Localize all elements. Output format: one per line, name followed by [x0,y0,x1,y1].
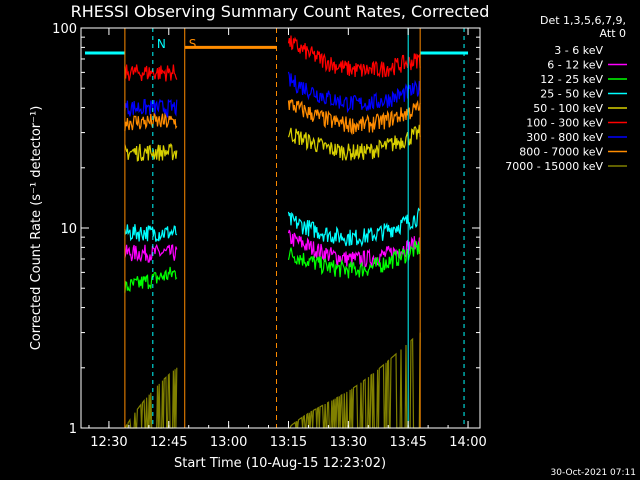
chart-title: RHESSI Observing Summary Count Rates, Co… [71,2,490,21]
x-tick-label: 14:00 [449,435,486,450]
legend-label: 300 - 800 keV [526,131,603,144]
series-line [287,35,421,78]
x-tick-label: 12:45 [150,435,187,450]
series-line [124,202,178,222]
legend-label: 12 - 25 keV [540,73,603,86]
legend-header-line2: Att 0 [600,27,626,40]
legend: Det 1,3,5,6,7,9, Att 0 3 - 6 keV 6 - 12 k… [505,14,627,173]
x-tick-label: 12:30 [90,435,127,450]
x-tick-label: 13:30 [330,435,367,450]
x-axis-label: Start Time (10-Aug-15 12:23:02) [174,456,386,471]
series-line [287,98,421,136]
y-tick-label: 10 [60,222,77,237]
series-line [124,243,178,263]
series-line [124,112,178,131]
legend-label: 50 - 100 keV [533,102,603,115]
series-line [287,229,421,268]
legend-label: 7000 - 15000 keV [505,160,603,173]
annotation-label: S [189,37,197,51]
x-tick-label: 13:45 [389,435,426,450]
annotation-label: N [157,37,166,51]
legend-label: 25 - 50 keV [540,88,603,101]
legend-label: 800 - 7000 keV [519,146,603,159]
series-line [287,239,421,279]
y-tick-label: 1 [69,422,77,437]
series-line [287,207,421,248]
series-line [124,64,178,82]
series-line [124,266,178,293]
legend-label: 6 - 12 keV [547,59,603,72]
x-tick-label: 13:15 [270,435,307,450]
legend-header-line1: Det 1,3,5,6,7,9, [540,14,626,27]
series-line [287,192,421,232]
x-tick-label: 13:00 [210,435,247,450]
series-line [287,124,421,161]
legend-label: 100 - 300 keV [526,117,603,130]
y-tick-label: 100 [52,22,77,37]
series-line [124,224,178,242]
generation-timestamp: 30-Oct-2021 07:11 [551,468,636,478]
legend-label: 3 - 6 keV [554,44,603,57]
series-line [287,71,421,114]
y-axis-label: Corrected Count Rate (s⁻¹ detector⁻¹) [29,106,44,351]
series-line [124,98,178,119]
series-layer [124,35,421,429]
x-axis: 12:30 12:45 13:00 13:15 13:30 13:45 14:00 [88,28,487,450]
y-axis: 1 10 100 [52,22,480,437]
series-line [124,142,178,162]
